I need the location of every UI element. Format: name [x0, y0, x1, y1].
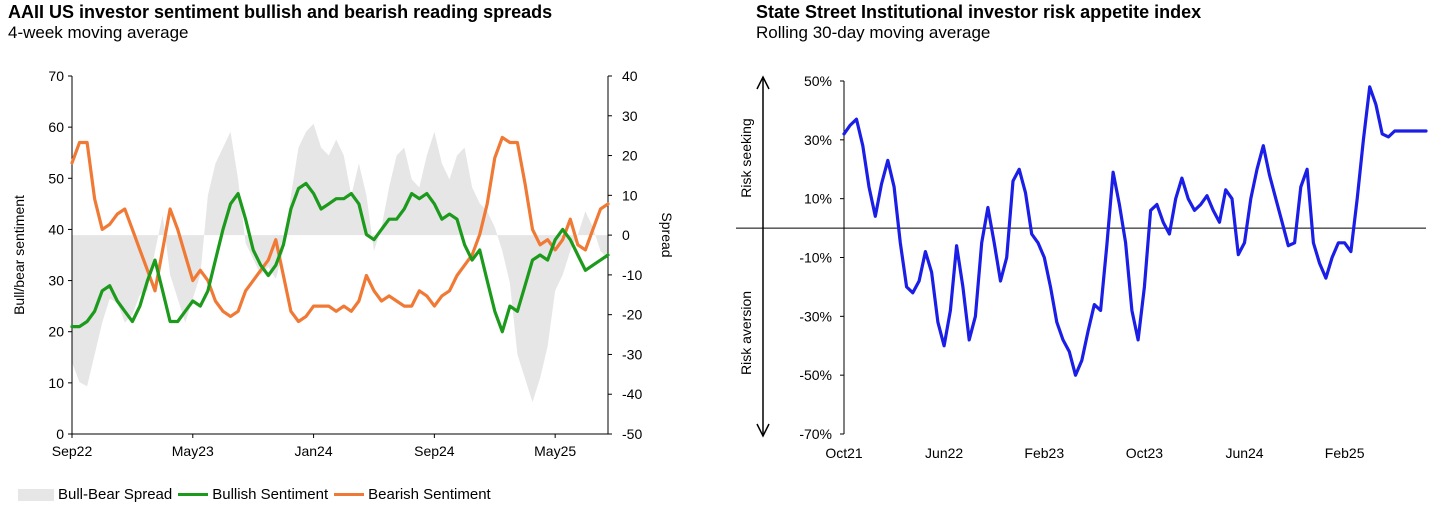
right-y-tick-label: 10 — [622, 187, 638, 203]
bearish-sentiment-line — [70, 135, 610, 324]
y-tick-label: -70% — [799, 426, 832, 442]
right-y-tick-label: -30 — [622, 346, 642, 362]
right-y-axis-title: Spread — [659, 212, 675, 257]
risk-seeking-label: Risk seeking — [738, 118, 754, 197]
x-tick-label: Jun24 — [1225, 445, 1263, 461]
legend-label-bullish: Bullish Sentiment — [212, 486, 329, 503]
right-y-tick-label: -10 — [622, 267, 642, 283]
left-y-tick-label: 20 — [48, 324, 64, 340]
legend-item-bearish: Bearish Sentiment — [334, 486, 491, 503]
down-arrow-head-icon — [756, 423, 770, 438]
x-tick-label: Jan24 — [294, 443, 332, 459]
left-y-tick-label: 50 — [48, 170, 64, 186]
aaii-sentiment-chart-panel: AAII US investor sentiment bullish and b… — [0, 0, 700, 513]
legend-swatch-bullish — [178, 493, 209, 496]
right-y-tick-label: 40 — [622, 68, 638, 84]
left-y-tick-label: 40 — [48, 221, 64, 237]
legend-item-spread: Bull-Bear Spread — [18, 486, 172, 503]
y-tick-label: 10% — [804, 191, 832, 207]
up-arrow-head-icon — [756, 75, 770, 90]
x-tick-label: Jun22 — [925, 445, 963, 461]
x-tick-label: May25 — [534, 443, 576, 459]
legend-item-bullish: Bullish Sentiment — [178, 486, 328, 503]
legend-label-spread: Bull-Bear Spread — [58, 486, 173, 503]
y-tick-label: -10% — [799, 250, 832, 266]
x-tick-label: Oct21 — [825, 445, 863, 461]
y-tick-label: 30% — [804, 132, 832, 148]
left-y-axis-title: Bull/bear sentiment — [11, 195, 27, 315]
x-tick-label: Feb23 — [1024, 445, 1064, 461]
left-chart-legend: Bull-Bear Spread Bullish Sentiment Beari… — [18, 486, 497, 503]
aaii-sentiment-chart: 0 10 20 30 40 50 60 70 -50 -40 -30 -20 -10 0 10 20 30 40 S… — [11, 68, 675, 459]
spread-area — [72, 123, 608, 403]
left-y-tick-label: 30 — [48, 273, 64, 289]
risk-appetite-line — [842, 85, 1428, 377]
left-y-tick-label: 70 — [48, 68, 64, 84]
right-y-tick-label: -50 — [622, 426, 642, 442]
right-y-tick-label: 30 — [622, 108, 638, 124]
x-tick-label: Oct23 — [1126, 445, 1164, 461]
right-y-tick-label: -40 — [622, 386, 642, 402]
left-y-tick-label: 10 — [48, 375, 64, 391]
y-tick-label: -30% — [799, 308, 832, 324]
y-tick-label: 50% — [804, 73, 832, 89]
risk-aversion-label: Risk aversion — [738, 291, 754, 375]
x-tick-label: Feb25 — [1325, 445, 1365, 461]
right-chart-title: State Street Institutional investor risk… — [756, 2, 1202, 22]
right-y-tick-label: 0 — [622, 227, 630, 243]
right-y-tick-label: 20 — [622, 148, 638, 164]
legend-label-bearish: Bearish Sentiment — [368, 486, 491, 503]
bullish-sentiment-line — [70, 181, 610, 334]
x-tick-label: May23 — [172, 443, 214, 459]
left-chart-title: AAII US investor sentiment bullish and b… — [8, 2, 553, 22]
x-tick-label: Sep22 — [52, 443, 93, 459]
x-tick-label: Sep24 — [414, 443, 455, 459]
legend-swatch-bearish — [334, 493, 365, 496]
risk-appetite-chart-panel: State Street Institutional investor risk… — [730, 0, 1456, 513]
y-tick-label: -50% — [799, 367, 832, 383]
right-y-tick-label: -20 — [622, 307, 642, 323]
left-y-tick-label: 60 — [48, 119, 64, 135]
legend-swatch-spread — [18, 488, 54, 501]
left-y-tick-label: 0 — [56, 426, 64, 442]
left-chart-subtitle: 4-week moving average — [8, 23, 189, 42]
right-chart-subtitle: Rolling 30-day moving average — [756, 23, 991, 42]
risk-appetite-chart: 50% 30% 10% -10% -30% -50% -70% Oct21 Jun22 Feb23… — [736, 73, 1428, 461]
